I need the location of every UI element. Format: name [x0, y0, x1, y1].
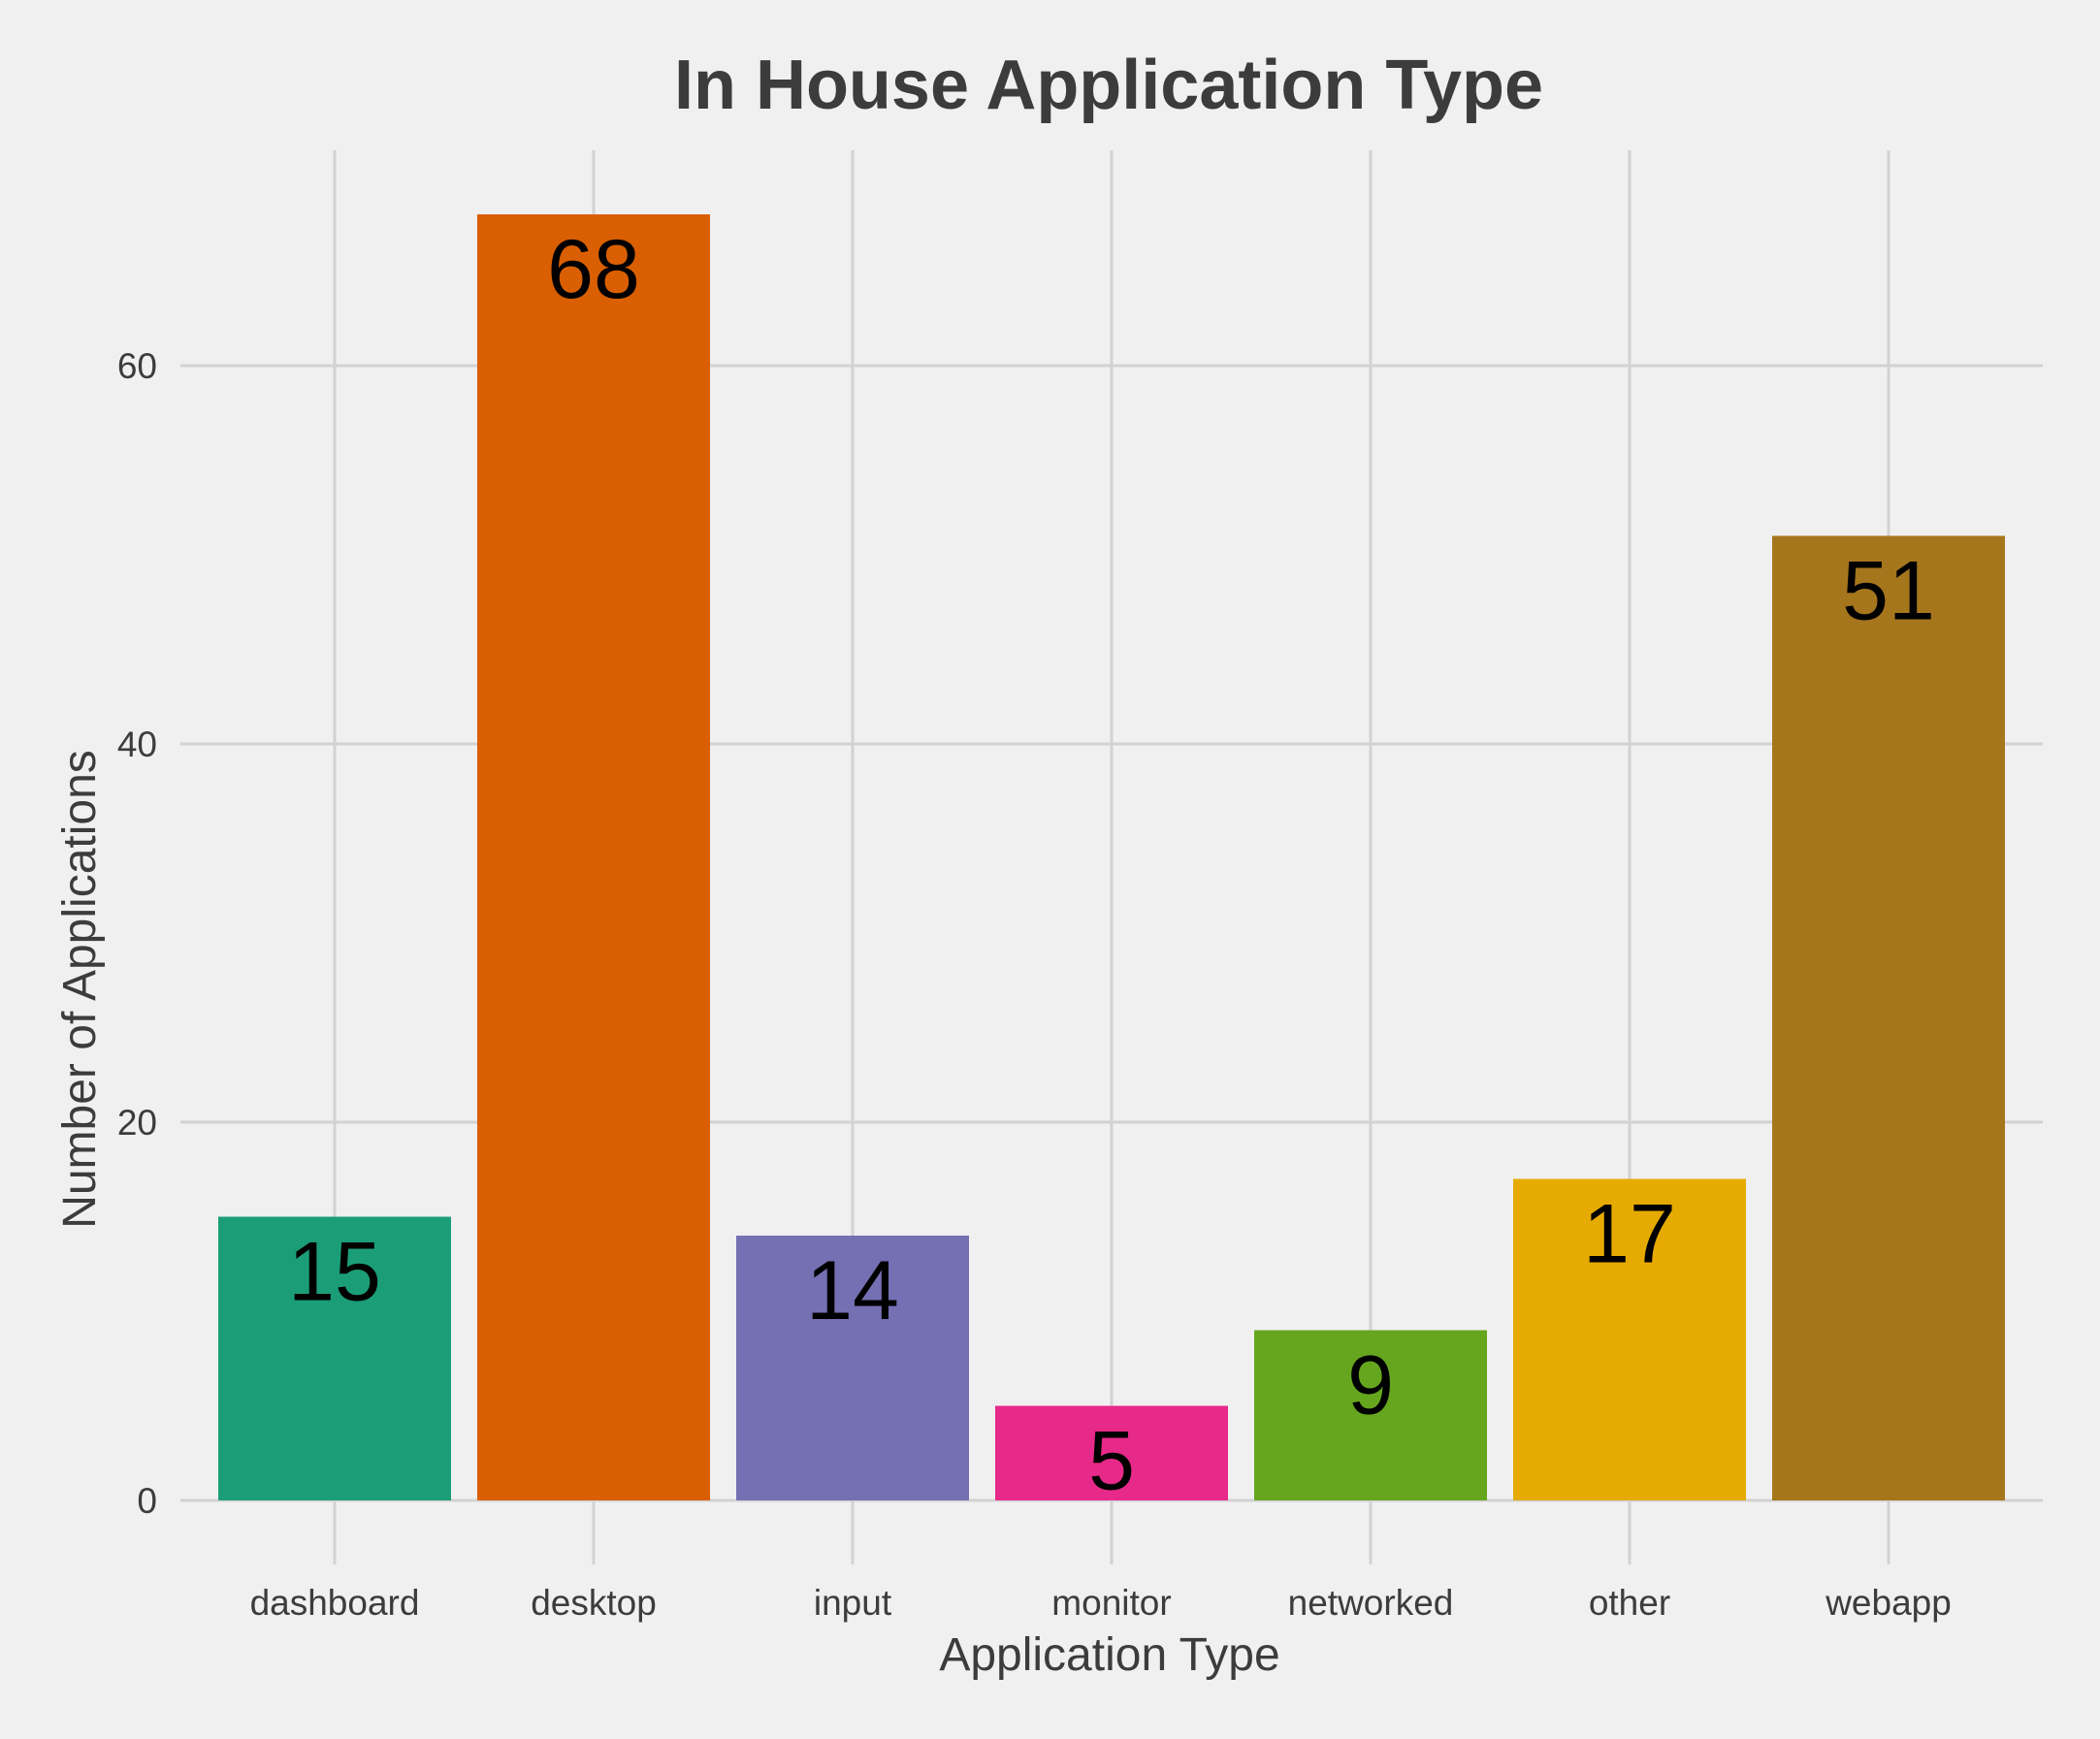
data-label-other: 17 — [1583, 1188, 1676, 1281]
x-tick-label-dashboard: dashboard — [250, 1583, 420, 1623]
x-axis-title: Application Type — [939, 1629, 1279, 1681]
bars — [218, 214, 2005, 1500]
data-label-dashboard: 15 — [288, 1226, 381, 1319]
data-label-webapp: 51 — [1842, 545, 1935, 638]
bar-dashboard — [218, 1216, 451, 1500]
x-tick-label-monitor: monitor — [1051, 1583, 1171, 1623]
y-tick-label: 60 — [117, 346, 157, 386]
x-tick-label-networked: networked — [1288, 1583, 1454, 1623]
y-tick-label: 0 — [137, 1481, 157, 1521]
x-tick-label-input: input — [814, 1583, 892, 1623]
x-tick-label-other: other — [1589, 1583, 1670, 1623]
data-label-monitor: 5 — [1088, 1415, 1135, 1508]
data-label-input: 14 — [806, 1244, 899, 1337]
data-label-networked: 9 — [1347, 1339, 1394, 1433]
y-tick-label: 40 — [117, 725, 157, 764]
bar-desktop — [477, 214, 710, 1500]
x-axis-ticks: dashboard desktop input monitor networked oth… — [250, 1583, 1952, 1623]
x-tick-label-webapp: webapp — [1825, 1583, 1952, 1623]
y-tick-label: 20 — [117, 1103, 157, 1143]
data-label-desktop: 68 — [547, 223, 640, 316]
x-tick-label-desktop: desktop — [531, 1583, 657, 1623]
bar-input — [736, 1236, 969, 1500]
data-labels: 15 68 14 5 9 17 51 — [288, 223, 1935, 1508]
chart-title: In House Application Type — [674, 47, 1543, 124]
bar-other — [1513, 1178, 1746, 1500]
y-axis-ticks: 0 20 40 60 — [117, 346, 157, 1521]
bar-monitor — [995, 1405, 1228, 1500]
y-axis-title: Number of Applications — [54, 750, 106, 1229]
bar-networked — [1254, 1330, 1487, 1500]
bar-webapp — [1772, 535, 2005, 1500]
